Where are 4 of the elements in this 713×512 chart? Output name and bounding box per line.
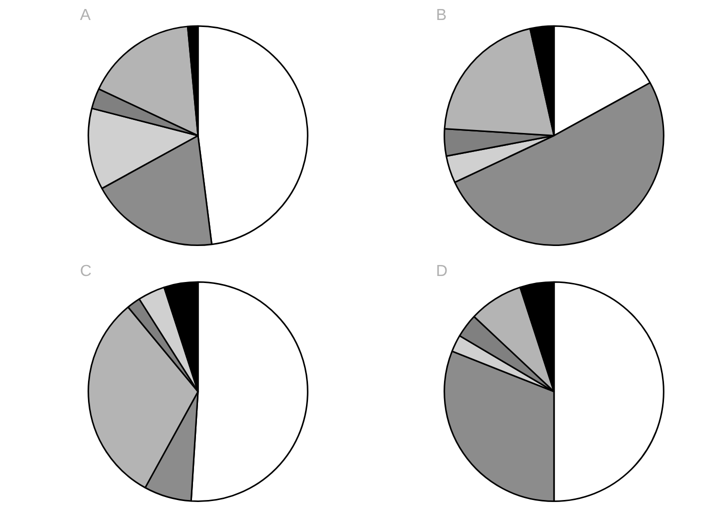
chart-title: D — [436, 263, 448, 280]
chart-title: B — [436, 7, 447, 24]
chart-title: C — [80, 263, 92, 280]
chart-title: A — [80, 7, 91, 24]
